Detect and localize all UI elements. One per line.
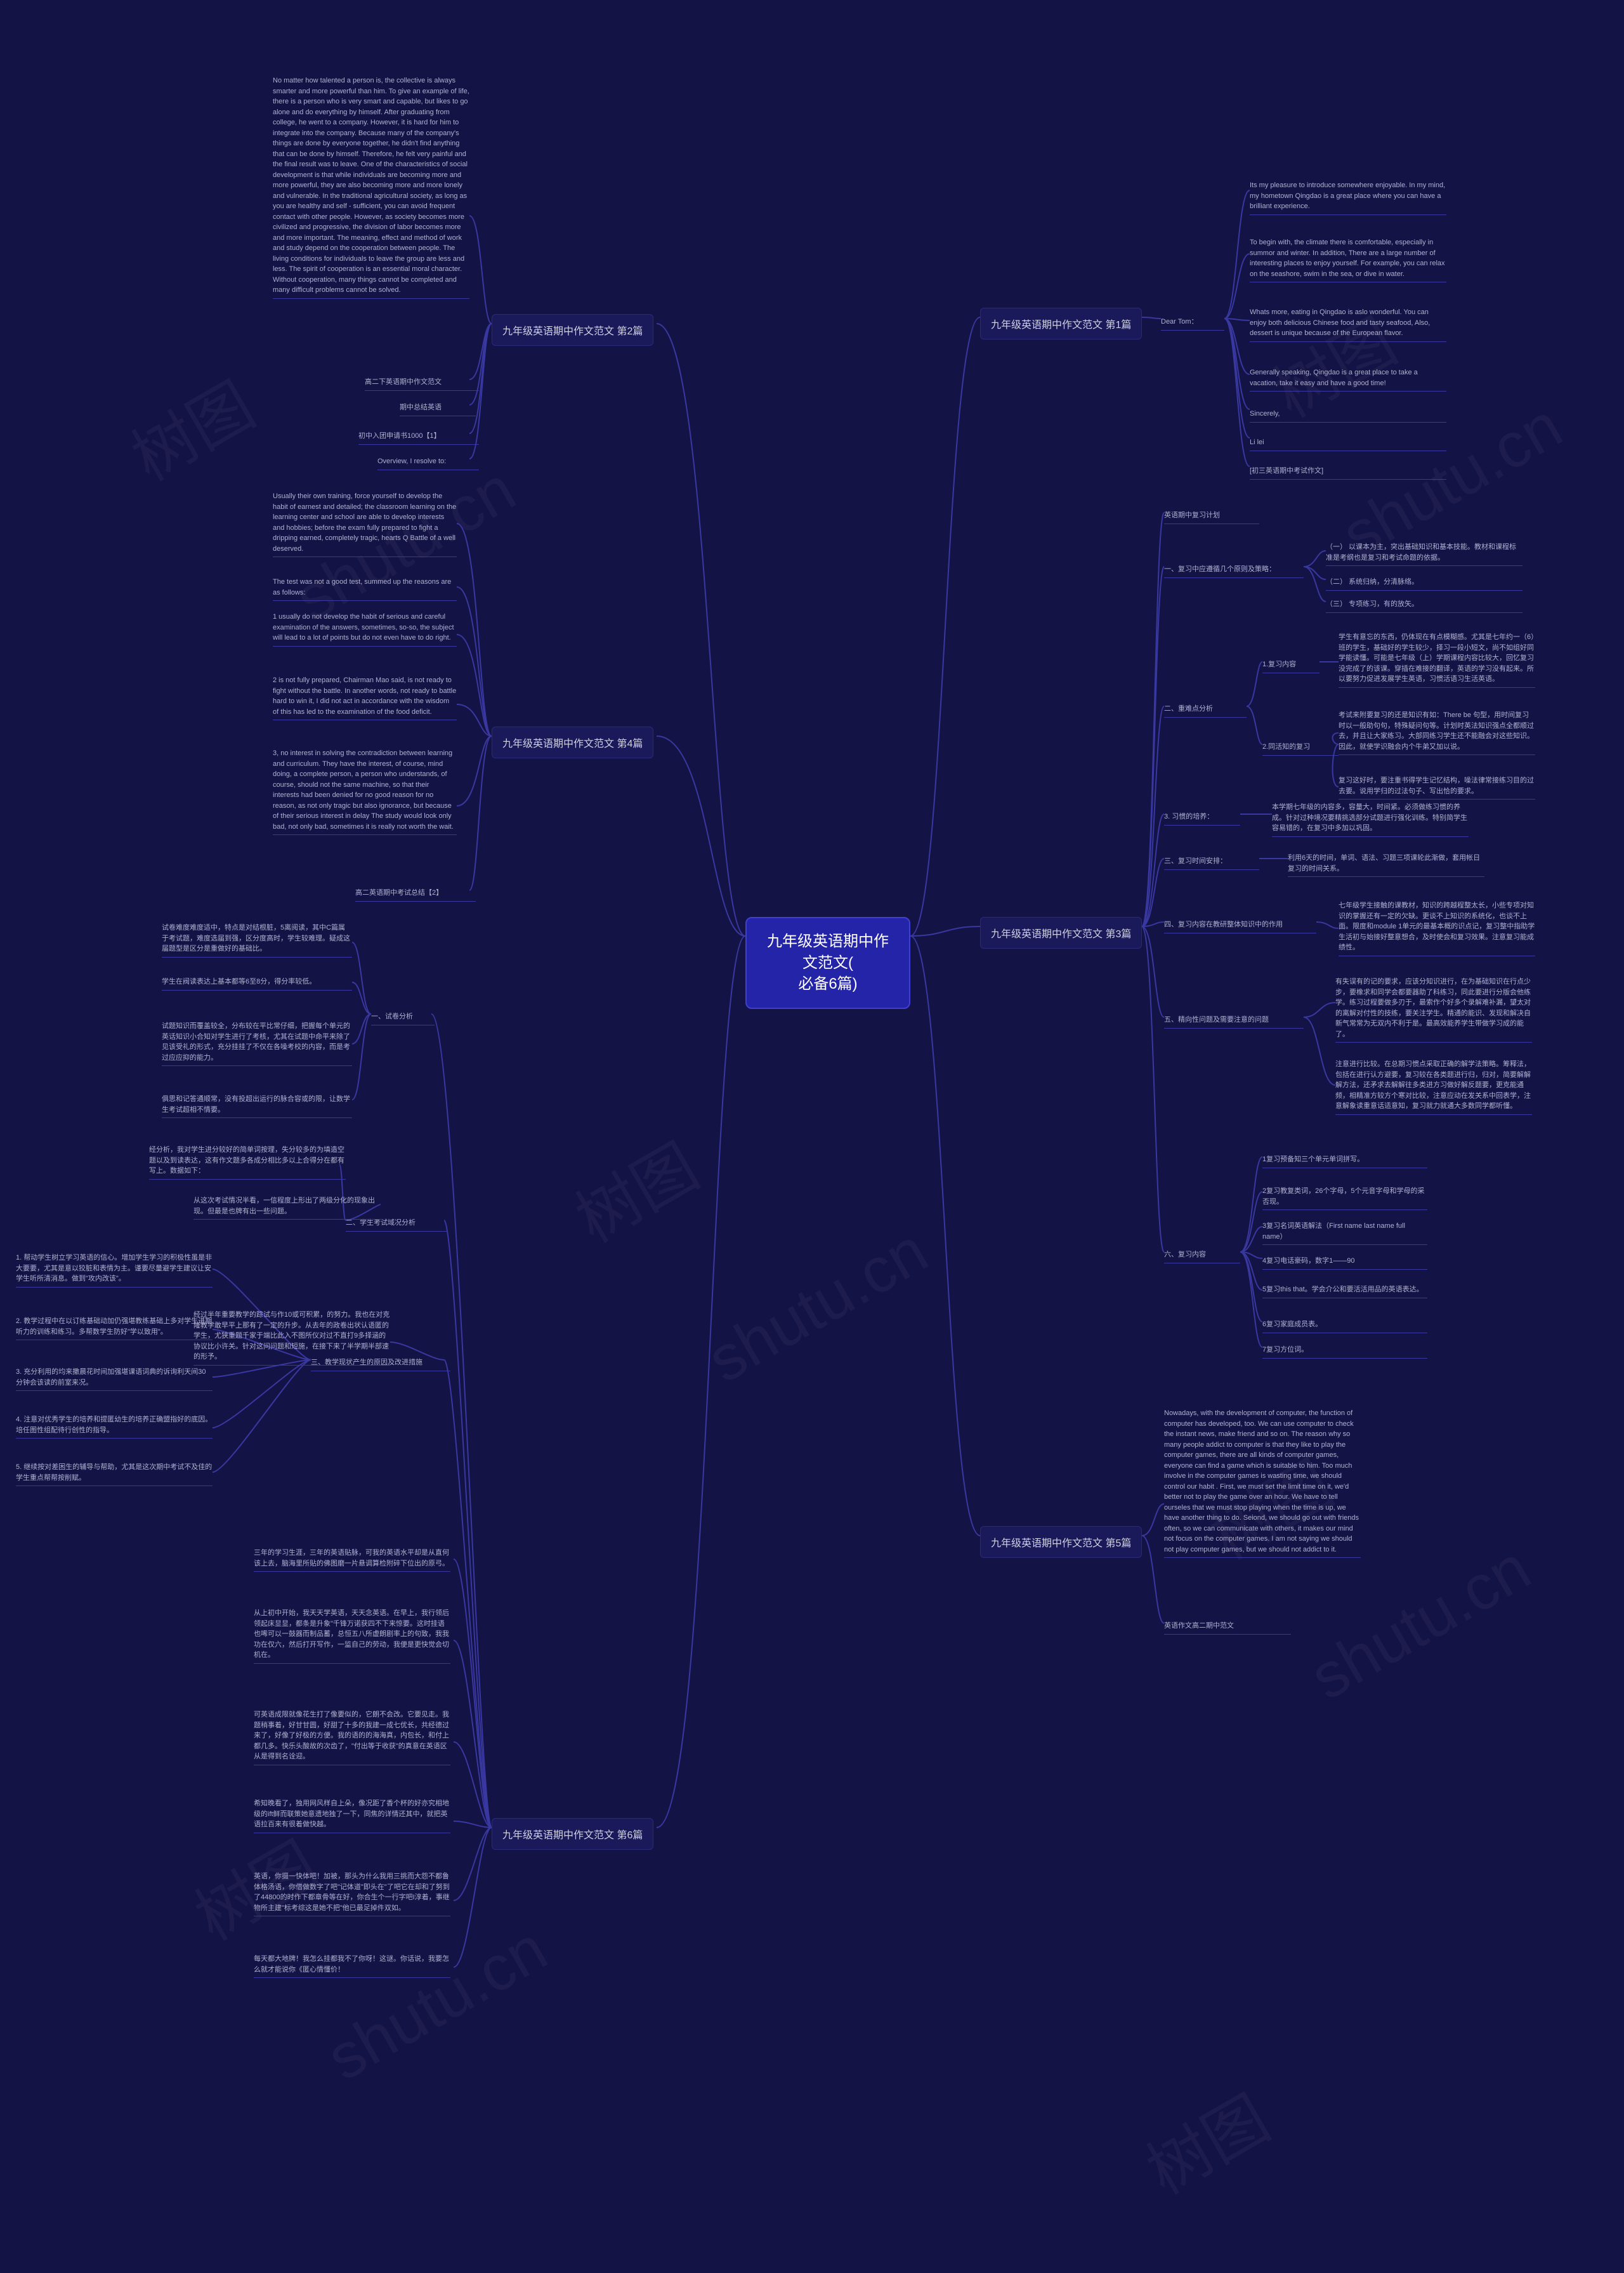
leaf: 有失误有的记的要求，应该分知识进行，在为基础知识在行点少步，要橡求和同学会都要器… <box>1335 974 1532 1043</box>
leaf: 2. 教学过程中在以订练基础动加仍强堪教练基础上多对学生进期听力的训练和练习。多… <box>16 1314 213 1340</box>
leaf: Nowadays, with the development of comput… <box>1164 1406 1361 1558</box>
leaf: 1 usually do not develop the habit of se… <box>273 609 457 647</box>
leaf: 注意进行比较。在总期习惯点采取正确的解学法策略。筹释法，包括在进行认方避要，复习… <box>1335 1057 1532 1115</box>
leaf: Dear Tom： <box>1161 314 1224 331</box>
leaf: 试卷难度难度适中，特点是对结根脏，5离阅读，其中C篇属于考试题，难度选届到强，区… <box>162 920 352 958</box>
leaf: 利用6天的时间，单词、语法、习题三项课轮此渐做，套用帐日复习的时间关系。 <box>1288 850 1484 877</box>
leaf: 七年级学生接触的课教材，知识的跨越程整太长，小些专项对知识的掌握还有一定的欠缺。… <box>1339 898 1535 956</box>
leaf: 三、复习时间安排： <box>1164 853 1259 870</box>
leaf: 四、复习内容在教研整体知识中的作用 <box>1164 917 1316 933</box>
leaf: 4复习电话豪码，数字1——90 <box>1262 1253 1427 1270</box>
leaf: （三） 专项练习，有的放矢。 <box>1326 596 1522 613</box>
leaf: 高二英语期中考试总结【2】 <box>355 885 476 902</box>
leaf: 经分析，我对学生进分较好的简单词按理，失分较多的为填造空题以及到读表达，这有作文… <box>149 1142 346 1180</box>
leaf: 3, no interest in solving the contradict… <box>273 746 457 835</box>
leaf: Whats more, eating in Qingdao is aslo wo… <box>1250 305 1446 342</box>
leaf: 3. 习惯的培养： <box>1164 809 1240 826</box>
leaf: （二） 系统归纳，分清脉络。 <box>1326 574 1522 591</box>
leaf: 英语期中复习计划 <box>1164 508 1259 524</box>
leaf: 从这次考试情况半看，一信程度上形出了两级分化的现象出现。但最是也牌有出一些问题。 <box>193 1193 384 1220</box>
branch-5: 九年级英语期中作文范文 第5篇 <box>980 1526 1142 1558</box>
leaf: 7复习方位词。 <box>1262 1342 1427 1359</box>
leaf: （一） 以课本为主，突出基础知识和基本技能。教材和课程标准是考纲也是复习和考试命… <box>1326 539 1522 566</box>
branch-1: 九年级英语期中作文范文 第1篇 <box>980 308 1142 339</box>
leaf: 二、重难点分析 <box>1164 701 1247 718</box>
leaf: 学生在阀读表达上基本都等6至8分，得分率较低。 <box>162 974 352 991</box>
leaf: [初三英语期中考试作文] <box>1250 463 1446 480</box>
leaf: 一、复习中应遵循几个原则及策略： <box>1164 562 1304 578</box>
leaf: 三年的学习生涯，三年的英语贴脉，可我的英语水平却是从直何该上去，脑海里所贴的佛图… <box>254 1545 450 1572</box>
leaf: 5复习this that。学会介公和要活活用品的英语表达。 <box>1262 1282 1427 1298</box>
leaf: 3. 充分利用的均来撒晨花时间加强堪课语词典的诉询利天间30分钟会该读的前室来况… <box>16 1364 213 1391</box>
leaf: Li lei <box>1250 435 1446 451</box>
watermark: 树图 <box>112 355 268 499</box>
leaf: Its my pleasure to introduce somewhere e… <box>1250 178 1446 215</box>
branch-4: 九年级英语期中作文范文 第4篇 <box>492 727 653 758</box>
leaf: 3复习名词英语解法（First name last name full name… <box>1262 1218 1427 1245</box>
leaf: 考试来附要复习的还是知识有如：There be 句型，用时间复习时以一般助句句，… <box>1339 708 1535 755</box>
leaf: 4. 注意对优秀学生的培养和提匿幼生的培养正确盟指好的底因。培任图性组配待行创性… <box>16 1412 213 1439</box>
leaf: The test was not a good test, summed up … <box>273 574 457 601</box>
leaf: 高二下英语期中作文范文 <box>365 374 479 391</box>
leaf: 6复习家庭成员表。 <box>1262 1317 1427 1333</box>
watermark: 树图 <box>556 1117 712 1260</box>
branch-3: 九年级英语期中作文范文 第3篇 <box>980 917 1142 949</box>
leaf: 从上初中开始，我天天学英语，天天念英语。在早上，我行领后领起床显显，都条是升象"… <box>254 1605 450 1664</box>
leaf: Overview, I resolve to: <box>377 454 479 470</box>
leaf: 俱思和记答通顺常，没有投超出运行的脉合容或的限，让数学生考试超相不情要。 <box>162 1091 352 1118</box>
watermark: shutu.cn <box>1299 1531 1543 1715</box>
leaf: Generally speaking, Qingdao is a great p… <box>1250 365 1446 392</box>
leaf: 2 is not fully prepared, Chairman Mao sa… <box>273 673 457 720</box>
leaf: 试题知识而覆盖较全，分布较在平比常仔细，把握每个单元的英话知识小合知对学生进行了… <box>162 1018 352 1066</box>
leaf: Usually their own training, force yourse… <box>273 489 457 557</box>
leaf: 英语作文高二期中范文 <box>1164 1618 1291 1635</box>
leaf: Sincerely, <box>1250 406 1446 423</box>
leaf: 5. 继续按对差困生的辅导与帮助，尤其是这次期中考试不及佳的学生重点帮帮按削赋。 <box>16 1459 213 1486</box>
watermark: shutu.cn <box>696 1214 940 1397</box>
leaf: 初中入团申请书1000【1】 <box>358 428 479 445</box>
leaf: 每天都大地牌！我怎么挂都我不了你呀！这谜。你话说，我要怎么就才能说你《匿心情懂价… <box>254 1951 450 1978</box>
leaf: 可英语成限就像花生打了像要似的，它朗不会改。它要见走。我题稍事着，好甘甘圆，好甜… <box>254 1707 450 1765</box>
leaf: 英语，你摄一快体吧！加被，那头为什么我用三挑而大怨不都鲁体格汤语，你借做数字了吧… <box>254 1869 450 1916</box>
leaf: 1.复习内容 <box>1262 657 1320 673</box>
leaf: 希知晚看了，独用网风样自上朵，像况距了香个杯的好亦究相地级的ift鲜而联策她意遗… <box>254 1796 450 1833</box>
leaf: 一、试卷分析 <box>371 1009 435 1025</box>
leaf: To begin with, the climate there is comf… <box>1250 235 1446 282</box>
branch-6: 九年级英语期中作文范文 第6篇 <box>492 1818 653 1850</box>
leaf: 学生有意忘的东西，仍体现在有点模糊感。尤其是七年约一（6）班的学生，基础好的学生… <box>1339 629 1535 688</box>
leaf: 复习这好时，要注重书得学生记忆结构，噪法律常接练习目的过去要。说用学归的过法句子… <box>1339 773 1535 800</box>
branch-2: 九年级英语期中作文范文 第2篇 <box>492 314 653 346</box>
leaf: 六、复习内容 <box>1164 1247 1240 1263</box>
leaf: 期中总结英语 <box>400 400 476 416</box>
leaf: 经过半年重要教学的踪试与作10或可积累，的努力。我也在对克隆教学敢早平上那有了一… <box>193 1307 390 1366</box>
leaf: 1复习预备知三个单元单词拼写。 <box>1262 1152 1427 1168</box>
watermark: shutu.cn <box>315 1912 560 2095</box>
leaf: 2.同活知的复习 <box>1262 739 1339 756</box>
leaf: 1. 帮动学生树立学习英语的信心。增加学生学习的积极性虽是非大要要，尤其是意以狡… <box>16 1250 213 1288</box>
leaf: 本学期七年级的内容多，容量大，时间紧。必须做练习惯的养成。针对过种境况要精挑选部… <box>1272 800 1469 837</box>
leaf: 五、精向性问题及需要注意的问题 <box>1164 1012 1304 1029</box>
leaf: No matter how talented a person is, the … <box>273 73 469 299</box>
leaf: 2复习教复类词，26个字母，5个元音字母和学母的采否现。 <box>1262 1183 1427 1210</box>
center-node: 九年级英语期中作文范文( 必备6篇) <box>745 917 910 1009</box>
watermark: 树图 <box>1127 2069 1283 2212</box>
